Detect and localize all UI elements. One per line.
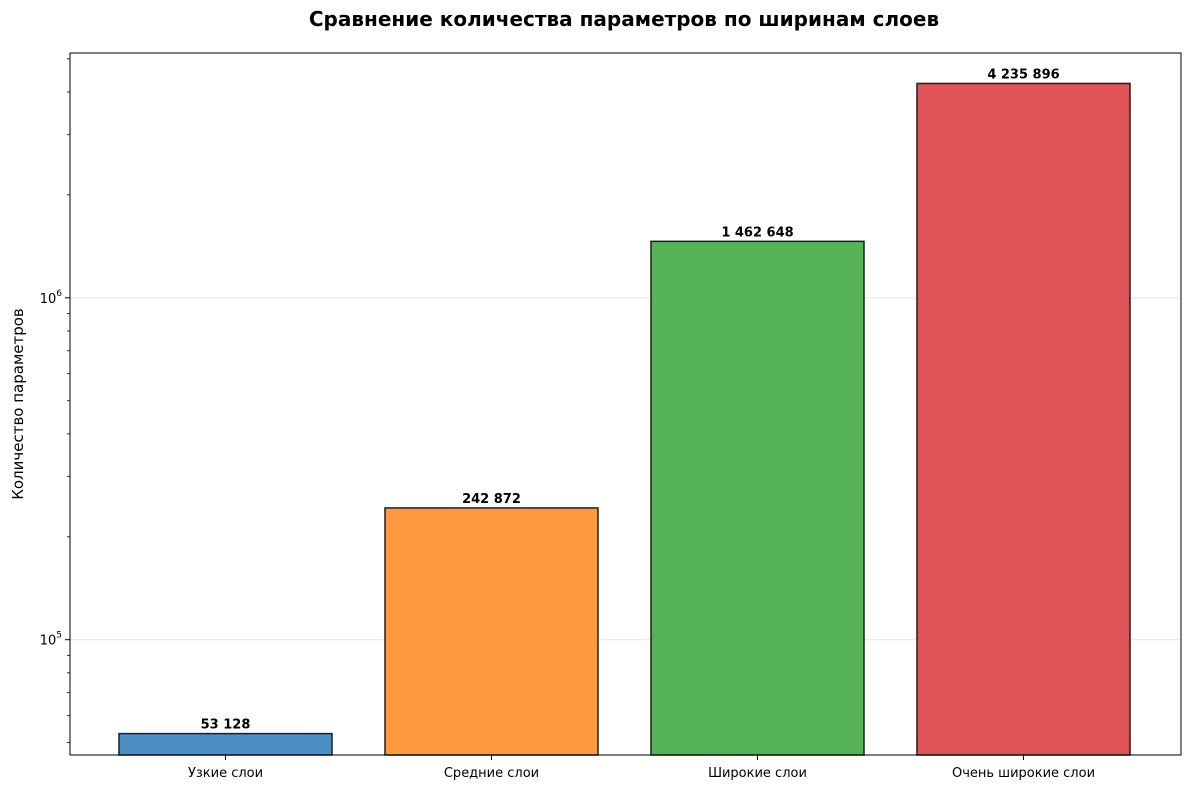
bars — [118, 82, 1131, 756]
x-tick-label: Широкие слои — [708, 766, 807, 781]
y-axis-label: Количество параметров — [9, 308, 27, 500]
y-tick-label: 106 — [40, 289, 63, 307]
bar-value-label: 1 462 648 — [721, 225, 793, 240]
bar — [118, 732, 333, 756]
plot-frame — [69, 52, 1182, 756]
x-axis-ticks: Узкие слои Средние слои Широкие слои Очень … — [188, 755, 1095, 781]
bar-value-label: 53 128 — [201, 718, 251, 733]
x-tick-label: Средние слои — [444, 766, 539, 781]
bar — [916, 82, 1131, 756]
bar-value-label: 242 872 — [462, 492, 521, 507]
value-labels: 53 128 242 872 1 462 648 4 235 896 — [201, 67, 1060, 732]
chart-title: Сравнение количества параметров по ширин… — [309, 7, 939, 31]
bar — [384, 507, 599, 756]
x-tick-label: Узкие слои — [188, 766, 263, 781]
bar-value-label: 4 235 896 — [987, 67, 1059, 82]
bar — [650, 240, 865, 756]
y-tick-label: 105 — [40, 631, 62, 649]
x-tick-label: Очень широкие слои — [952, 766, 1095, 781]
y-axis-ticks: 105 106 — [40, 58, 70, 744]
